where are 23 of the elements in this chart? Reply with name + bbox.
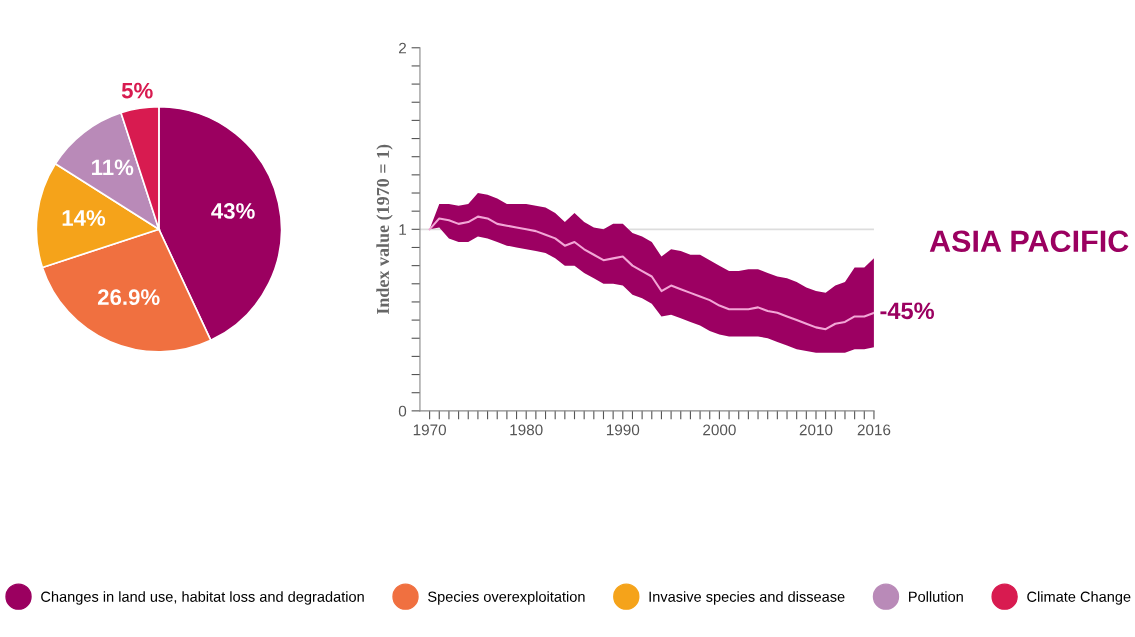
legend-label: Invasive species and dissease: [649, 591, 845, 605]
text: ASIA PACIFIC: [929, 230, 1129, 253]
legend-label: Changes in land use, habitat loss and degradation: [41, 591, 364, 605]
y-axis-title: Index value (1970 = 1): [376, 144, 393, 315]
x-tick-label: 2016: [857, 424, 891, 436]
legend-label: Pollution: [909, 591, 963, 602]
y-tick-label: 1: [399, 224, 407, 235]
data-label: 26.9%: [97, 289, 160, 306]
legend-label: Species overexploitation: [428, 591, 585, 605]
data-label: 11%: [92, 159, 134, 176]
annotation: -45%: [880, 302, 934, 320]
data-label: 43%: [211, 203, 255, 219]
data-label: 5%: [121, 82, 153, 99]
legend-label: Climate Change: [1027, 591, 1131, 605]
x-tick-label: 1990: [606, 424, 640, 436]
y-tick-label: 0: [398, 405, 407, 417]
data-label: 14%: [62, 210, 106, 226]
line-series: [428, 215, 874, 331]
x-tick-label: 1970: [413, 424, 447, 436]
x-tick-label: 2000: [703, 424, 736, 436]
x-tick-label: 2010: [799, 424, 833, 436]
x-tick-label: 1980: [510, 424, 543, 436]
y-tick-label: 2: [399, 42, 406, 54]
